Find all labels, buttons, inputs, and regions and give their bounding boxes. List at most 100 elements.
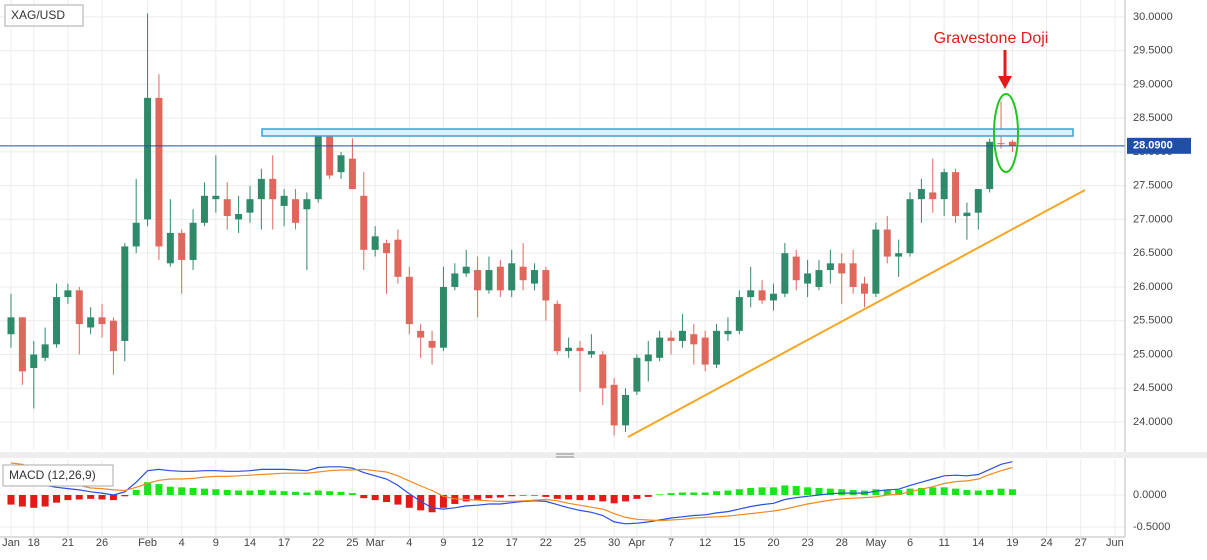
- candle-body: [1008, 141, 1016, 146]
- x-tick-label: 22: [312, 537, 324, 549]
- histogram-bar: [269, 490, 277, 496]
- histogram-bar: [178, 487, 186, 496]
- histogram-bar: [678, 492, 686, 496]
- histogram-bar: [530, 495, 538, 496]
- histogram-bar: [952, 488, 960, 496]
- support-line: [627, 189, 1086, 438]
- title-box: [4, 4, 84, 27]
- histogram-bar: [826, 488, 834, 496]
- candle-body: [144, 97, 152, 220]
- candle-body: [235, 214, 243, 220]
- y-tick-label: 25.5000: [1133, 315, 1173, 327]
- y-tick-label: 29.5000: [1133, 45, 1173, 57]
- histogram-bar: [963, 489, 971, 496]
- candle-body: [462, 266, 470, 274]
- histogram-bar: [769, 487, 777, 496]
- x-tick-label: Apr: [628, 537, 645, 549]
- candle-body: [155, 97, 163, 247]
- candle-body: [861, 283, 868, 294]
- candle-body: [542, 270, 550, 301]
- candle-body: [917, 189, 925, 200]
- candle-body: [451, 273, 459, 287]
- y-tick-label: 26.0000: [1133, 281, 1173, 293]
- histogram-bar: [781, 485, 789, 496]
- candle-body: [223, 199, 231, 217]
- histogram-bar: [644, 495, 652, 497]
- histogram-bar: [496, 495, 504, 498]
- histogram-bar: [474, 495, 482, 501]
- histogram-bar: [986, 489, 994, 496]
- histogram-bar: [849, 489, 857, 496]
- candle-body: [439, 286, 447, 348]
- candle-body: [75, 290, 83, 325]
- candle-body: [701, 337, 709, 365]
- histogram-bar: [155, 484, 163, 496]
- candle-body: [519, 266, 527, 281]
- macd-line: [10, 461, 1013, 525]
- histogram-bar: [439, 495, 447, 508]
- y-tick-label: -0.5000: [1133, 521, 1170, 533]
- histogram-bar: [132, 489, 140, 496]
- candle-body: [644, 354, 652, 362]
- histogram-bar: [166, 486, 174, 496]
- histogram-bar: [405, 495, 413, 508]
- candle-body: [212, 195, 220, 200]
- histogram-bar: [599, 495, 607, 502]
- candle-body: [883, 229, 891, 257]
- histogram-bar: [121, 495, 129, 497]
- candle-body: [872, 229, 880, 294]
- x-tick-label: Mar: [366, 537, 385, 549]
- histogram-bar: [257, 489, 265, 496]
- candle-body: [758, 290, 766, 301]
- x-tick-label: 19: [1006, 537, 1018, 549]
- candle-body: [963, 212, 971, 217]
- histogram-bar: [280, 491, 288, 496]
- grid: [0, 0, 1125, 536]
- histogram-bar: [838, 489, 846, 496]
- candle-body: [166, 232, 174, 264]
- candle-body: [838, 263, 846, 274]
- histogram-bar: [917, 487, 925, 496]
- candle-body: [940, 172, 948, 200]
- x-tick-label: 25: [346, 537, 358, 549]
- y-tick-label: 25.0000: [1133, 348, 1173, 360]
- histogram-bar: [30, 495, 38, 508]
- histogram-bar: [326, 491, 334, 496]
- candle-body: [724, 330, 732, 335]
- x-tick-label: 28: [836, 537, 848, 549]
- histogram-bar: [1008, 489, 1016, 496]
- candle-body: [337, 155, 345, 173]
- histogram-bar: [553, 495, 561, 499]
- histogram-bar: [41, 495, 49, 507]
- histogram-bar: [87, 495, 95, 499]
- histogram-bar: [587, 495, 595, 501]
- x-tick-label: 9: [440, 537, 446, 549]
- candle-body: [656, 337, 664, 358]
- histogram-bar: [144, 482, 152, 496]
- x-tick-label: 12: [471, 537, 483, 549]
- histogram-bar: [815, 487, 823, 496]
- candle-body: [565, 347, 573, 352]
- x-tick-label: 26: [96, 537, 108, 549]
- histogram-bar: [109, 495, 117, 501]
- candle-body: [7, 317, 15, 335]
- histogram-bar: [53, 495, 61, 503]
- histogram-bar: [690, 492, 698, 496]
- candle-body: [314, 135, 322, 200]
- candle-body: [781, 253, 789, 294]
- arrow-head: [998, 76, 1012, 89]
- histogram-bar: [451, 495, 459, 504]
- histogram-bar: [701, 492, 709, 496]
- histogram-bar: [633, 495, 641, 499]
- candle-body: [530, 270, 538, 284]
- histogram-bar: [417, 495, 425, 511]
- candle-body: [849, 263, 857, 287]
- histogram-bar: [246, 490, 254, 496]
- histogram-bar: [542, 495, 550, 497]
- candle-body: [178, 232, 186, 260]
- x-tick-label: 21: [62, 537, 74, 549]
- histogram-bar: [508, 495, 516, 497]
- candle-body: [713, 330, 721, 365]
- histogram-bar: [18, 495, 26, 507]
